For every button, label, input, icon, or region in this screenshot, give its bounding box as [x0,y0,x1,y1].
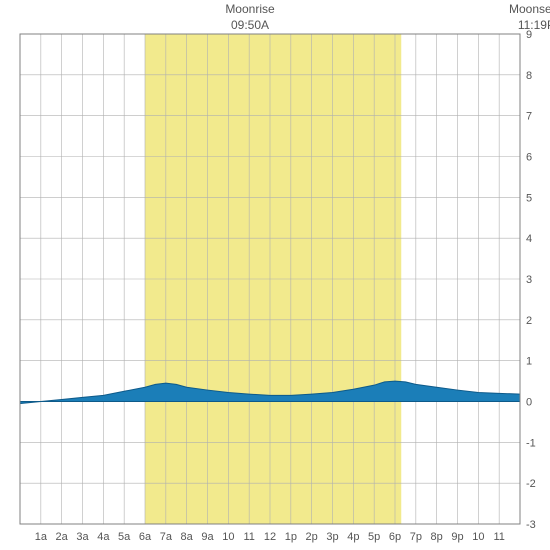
tide-chart: Moonrise 09:50A Moonset 11:19P 1a2a3a4a5… [0,0,550,550]
svg-text:1: 1 [526,356,532,368]
svg-text:2: 2 [526,315,532,327]
svg-text:6: 6 [526,152,532,164]
svg-text:3a: 3a [76,531,89,543]
svg-text:8: 8 [526,70,532,82]
svg-text:6a: 6a [139,531,152,543]
svg-text:3p: 3p [326,531,338,543]
svg-text:10: 10 [472,531,484,543]
svg-text:9a: 9a [201,531,214,543]
svg-text:4: 4 [526,233,532,245]
svg-text:-2: -2 [526,478,536,490]
svg-text:10: 10 [222,531,234,543]
svg-text:7p: 7p [410,531,422,543]
svg-text:2a: 2a [56,531,69,543]
svg-text:1a: 1a [35,531,48,543]
svg-text:6p: 6p [389,531,401,543]
moonset-label: Moonset 11:19P [485,2,550,33]
svg-text:2p: 2p [306,531,318,543]
svg-text:8a: 8a [181,531,194,543]
moonrise-time: 09:50A [231,18,269,32]
svg-text:11: 11 [493,531,504,543]
svg-text:4a: 4a [97,531,110,543]
svg-text:7a: 7a [160,531,173,543]
svg-text:1p: 1p [285,531,297,543]
svg-text:11: 11 [243,531,254,543]
moonset-time: 11:19P [518,18,550,32]
svg-text:7: 7 [526,111,532,123]
chart-svg: 1a2a3a4a5a6a7a8a9a1011121p2p3p4p5p6p7p8p… [0,0,550,550]
svg-text:5p: 5p [368,531,380,543]
svg-text:9p: 9p [451,531,463,543]
moonrise-label: Moonrise 09:50A [210,2,290,33]
svg-text:5a: 5a [118,531,131,543]
svg-text:-1: -1 [526,437,536,449]
svg-text:4p: 4p [347,531,359,543]
svg-text:3: 3 [526,274,532,286]
svg-text:12: 12 [264,531,276,543]
svg-text:5: 5 [526,192,532,204]
moonset-title: Moonset [509,2,550,16]
svg-text:8p: 8p [431,531,443,543]
svg-text:0: 0 [526,397,532,409]
moonrise-title: Moonrise [225,2,274,16]
svg-text:-3: -3 [526,519,536,531]
